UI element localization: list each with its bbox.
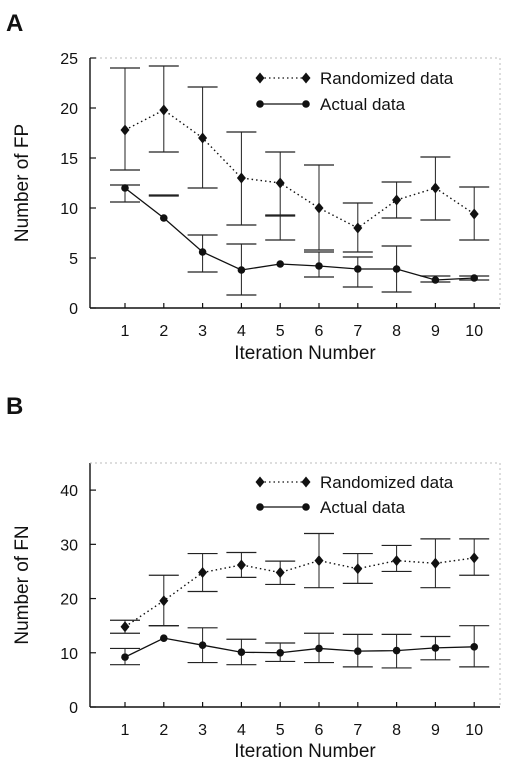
actual-point xyxy=(354,647,362,655)
x-tick-label: 1 xyxy=(121,323,130,340)
x-tick-label: 10 xyxy=(465,323,483,340)
actual-point xyxy=(470,274,479,282)
x-tick-label: 5 xyxy=(276,722,285,739)
x-tick-label: 9 xyxy=(431,323,440,340)
randomized-point xyxy=(392,555,402,567)
y-tick-label: 0 xyxy=(69,700,78,717)
actual-point xyxy=(160,634,168,642)
actual-point xyxy=(276,260,285,268)
legend-randomized-marker xyxy=(301,72,311,84)
x-tick-label: 7 xyxy=(353,722,362,739)
randomized-point xyxy=(314,202,324,214)
y-axis-title: Number of FN xyxy=(12,525,33,644)
actual-series-line xyxy=(124,637,475,658)
legend-actual-marker xyxy=(256,503,264,511)
chart-panel-b: B 0 10 20 30 40 1 2 3 4 5 6 7 8 9 10 Iteration Number Nu… xyxy=(0,385,519,770)
randomized-point xyxy=(236,172,246,184)
y-tick-label: 10 xyxy=(60,201,78,218)
x-tick-label: 6 xyxy=(315,323,324,340)
x-axis-title: Iteration Number xyxy=(234,343,376,364)
x-tick-label: 3 xyxy=(198,323,207,340)
actual-point xyxy=(237,266,246,274)
actual-point xyxy=(470,643,479,651)
x-tick-label: 4 xyxy=(237,722,246,739)
legend-randomized-marker xyxy=(301,476,311,488)
x-tick-label: 6 xyxy=(315,722,324,739)
legend-actual-marker xyxy=(256,100,264,108)
randomized-point xyxy=(469,208,479,220)
randomized-point xyxy=(275,567,285,579)
y-tick-label: 5 xyxy=(69,251,78,268)
actual-point xyxy=(392,646,401,655)
y-tick-label: 10 xyxy=(60,646,78,663)
randomized-point xyxy=(314,555,324,567)
randomized-point xyxy=(353,563,363,575)
y-tick-label: 15 xyxy=(60,151,78,168)
y-axis-title: Number of FP xyxy=(12,124,33,242)
x-tick-label: 1 xyxy=(121,722,130,739)
y-tick-label: 20 xyxy=(60,101,78,118)
x-tick-label: 2 xyxy=(159,323,168,340)
randomized-point xyxy=(159,595,169,607)
randomized-point xyxy=(430,182,440,194)
x-tick-label: 7 xyxy=(353,323,362,340)
actual-point xyxy=(315,644,323,653)
actual-point xyxy=(431,276,440,284)
x-tick-label: 4 xyxy=(237,323,246,340)
actual-point xyxy=(160,214,168,222)
legend-randomized-marker xyxy=(255,476,265,488)
fp-chart: 0 5 10 15 20 25 1 2 3 4 5 6 7 8 9 10 Iteration Number Num… xyxy=(12,51,501,364)
actual-series-line xyxy=(124,187,475,281)
randomized-series-line xyxy=(124,109,475,229)
x-tick-label: 8 xyxy=(392,722,401,739)
legend-actual-label: Actual data xyxy=(320,498,406,517)
x-tick-label: 5 xyxy=(276,323,285,340)
legend-actual-label: Actual data xyxy=(320,95,406,114)
legend-actual-marker xyxy=(302,100,310,108)
legend-randomized-label: Randomized data xyxy=(320,69,454,88)
randomized-point xyxy=(198,132,208,144)
randomized-point xyxy=(275,177,285,189)
legend-randomized-label: Randomized data xyxy=(320,473,454,492)
actual-point xyxy=(315,262,323,270)
x-tick-label: 3 xyxy=(198,722,207,739)
randomized-point xyxy=(353,222,363,234)
randomized-point xyxy=(120,124,130,136)
x-tick-label: 2 xyxy=(159,722,168,739)
actual-point xyxy=(237,648,246,657)
actual-point xyxy=(198,641,207,649)
x-axis-title: Iteration Number xyxy=(234,741,376,762)
panel-label-a: A xyxy=(6,10,24,37)
randomized-point xyxy=(236,559,246,571)
x-tick-label: 8 xyxy=(392,323,401,340)
actual-point xyxy=(121,653,129,661)
x-tick-label: 9 xyxy=(431,722,440,739)
randomized-point xyxy=(469,552,479,564)
x-tick-label: 10 xyxy=(465,722,483,739)
actual-point xyxy=(198,248,207,256)
chart-panel-a: A 0 5 10 15 20 25 1 2 3 4 5 6 7 8 9 10 Iteration Number N… xyxy=(6,10,501,364)
fn-chart: 0 10 20 30 40 1 2 3 4 5 6 7 8 9 10 Iteration Number Numb… xyxy=(12,462,501,762)
actual-point xyxy=(392,265,401,273)
legend-randomized-marker xyxy=(255,72,265,84)
actual-point xyxy=(121,184,129,192)
actual-point xyxy=(276,648,285,657)
y-tick-label: 25 xyxy=(60,51,78,68)
randomized-point xyxy=(120,621,130,633)
legend-actual-marker xyxy=(302,503,310,511)
y-tick-label: 40 xyxy=(60,483,78,500)
randomized-point xyxy=(392,194,402,206)
actual-point xyxy=(354,265,362,273)
y-tick-label: 30 xyxy=(60,537,78,554)
randomized-point xyxy=(159,104,169,116)
y-tick-label: 20 xyxy=(60,592,78,609)
panel-label-b: B xyxy=(6,393,24,420)
actual-point xyxy=(431,644,440,652)
randomized-point xyxy=(430,557,440,569)
y-tick-label: 0 xyxy=(69,301,78,318)
randomized-point xyxy=(198,567,208,579)
randomized-series-line xyxy=(124,557,475,628)
